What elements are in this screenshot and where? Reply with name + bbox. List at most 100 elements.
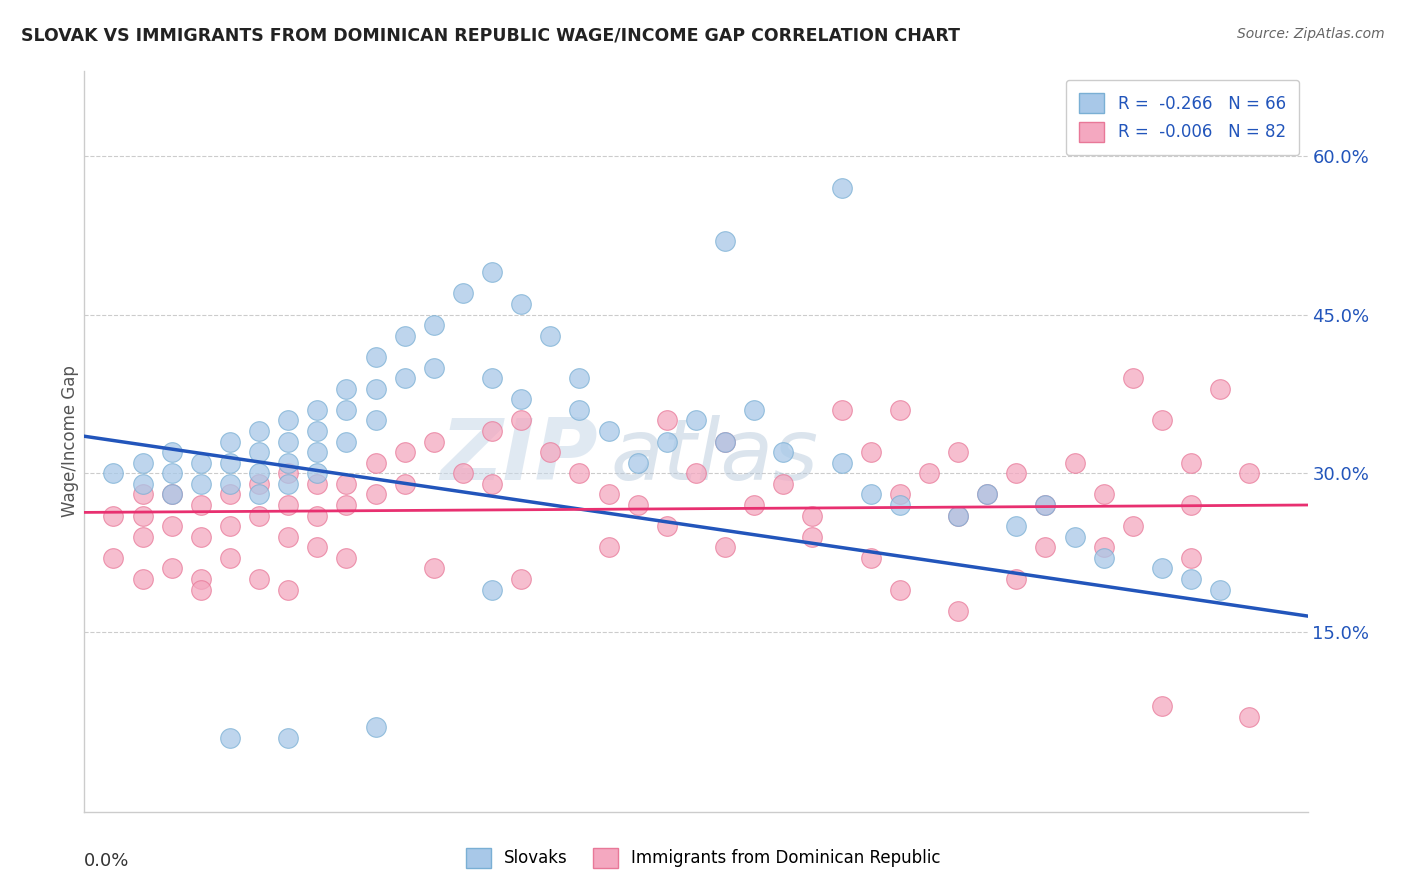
Point	[481, 582, 503, 597]
Point	[277, 456, 299, 470]
Point	[1209, 382, 1232, 396]
Point	[335, 382, 357, 396]
Point	[1122, 371, 1144, 385]
Point	[1122, 519, 1144, 533]
Point	[1150, 698, 1173, 713]
Point	[714, 234, 737, 248]
Point	[1092, 541, 1115, 555]
Text: 0.0%: 0.0%	[84, 853, 129, 871]
Point	[1239, 467, 1261, 481]
Point	[247, 467, 270, 481]
Point	[859, 550, 882, 565]
Point	[772, 476, 794, 491]
Point	[277, 582, 299, 597]
Point	[190, 530, 212, 544]
Point	[307, 445, 329, 459]
Point	[247, 487, 270, 501]
Point	[219, 519, 242, 533]
Point	[219, 456, 242, 470]
Point	[481, 424, 503, 438]
Text: ZIP: ZIP	[440, 415, 598, 498]
Point	[976, 487, 998, 501]
Point	[131, 530, 153, 544]
Y-axis label: Wage/Income Gap: Wage/Income Gap	[62, 366, 80, 517]
Point	[510, 392, 533, 407]
Legend: R =  -0.266   N = 66, R =  -0.006   N = 82: R = -0.266 N = 66, R = -0.006 N = 82	[1066, 79, 1299, 155]
Point	[103, 467, 125, 481]
Point	[831, 402, 853, 417]
Point	[277, 476, 299, 491]
Point	[655, 413, 678, 427]
Point	[772, 445, 794, 459]
Point	[1092, 550, 1115, 565]
Point	[394, 476, 416, 491]
Point	[219, 487, 242, 501]
Point	[131, 456, 153, 470]
Point	[655, 519, 678, 533]
Point	[335, 498, 357, 512]
Point	[714, 541, 737, 555]
Point	[742, 402, 765, 417]
Point	[889, 487, 911, 501]
Point	[160, 561, 183, 575]
Point	[510, 572, 533, 586]
Text: atlas: atlas	[610, 415, 818, 498]
Point	[451, 286, 474, 301]
Point	[889, 498, 911, 512]
Point	[1035, 498, 1057, 512]
Point	[1150, 413, 1173, 427]
Point	[103, 508, 125, 523]
Point	[277, 731, 299, 745]
Text: SLOVAK VS IMMIGRANTS FROM DOMINICAN REPUBLIC WAGE/INCOME GAP CORRELATION CHART: SLOVAK VS IMMIGRANTS FROM DOMINICAN REPU…	[21, 27, 960, 45]
Point	[1180, 498, 1202, 512]
Point	[946, 445, 969, 459]
Point	[423, 561, 446, 575]
Point	[307, 476, 329, 491]
Point	[538, 328, 561, 343]
Point	[1005, 519, 1028, 533]
Point	[103, 550, 125, 565]
Point	[946, 508, 969, 523]
Point	[277, 434, 299, 449]
Point	[219, 434, 242, 449]
Point	[946, 604, 969, 618]
Point	[364, 413, 387, 427]
Point	[918, 467, 941, 481]
Point	[1005, 467, 1028, 481]
Point	[307, 402, 329, 417]
Point	[364, 720, 387, 734]
Point	[423, 360, 446, 375]
Point	[627, 498, 650, 512]
Point	[1005, 572, 1028, 586]
Point	[1209, 582, 1232, 597]
Point	[831, 180, 853, 194]
Point	[219, 476, 242, 491]
Point	[685, 413, 707, 427]
Point	[538, 445, 561, 459]
Point	[510, 297, 533, 311]
Point	[568, 467, 591, 481]
Point	[859, 487, 882, 501]
Point	[1035, 498, 1057, 512]
Point	[335, 434, 357, 449]
Point	[131, 572, 153, 586]
Point	[190, 476, 212, 491]
Point	[1239, 709, 1261, 723]
Point	[1035, 541, 1057, 555]
Point	[889, 402, 911, 417]
Point	[247, 476, 270, 491]
Point	[1180, 550, 1202, 565]
Point	[247, 508, 270, 523]
Point	[423, 318, 446, 333]
Point	[307, 424, 329, 438]
Point	[714, 434, 737, 449]
Point	[307, 508, 329, 523]
Point	[307, 467, 329, 481]
Point	[247, 445, 270, 459]
Point	[277, 413, 299, 427]
Point	[801, 530, 824, 544]
Point	[364, 382, 387, 396]
Point	[598, 424, 620, 438]
Point	[481, 265, 503, 279]
Point	[277, 467, 299, 481]
